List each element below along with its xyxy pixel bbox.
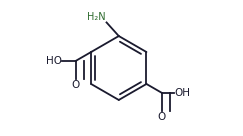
Text: OH: OH xyxy=(175,88,191,98)
Text: HO: HO xyxy=(45,56,61,66)
Text: H₂N: H₂N xyxy=(87,12,105,22)
Text: O: O xyxy=(72,80,80,90)
Text: O: O xyxy=(158,112,166,122)
